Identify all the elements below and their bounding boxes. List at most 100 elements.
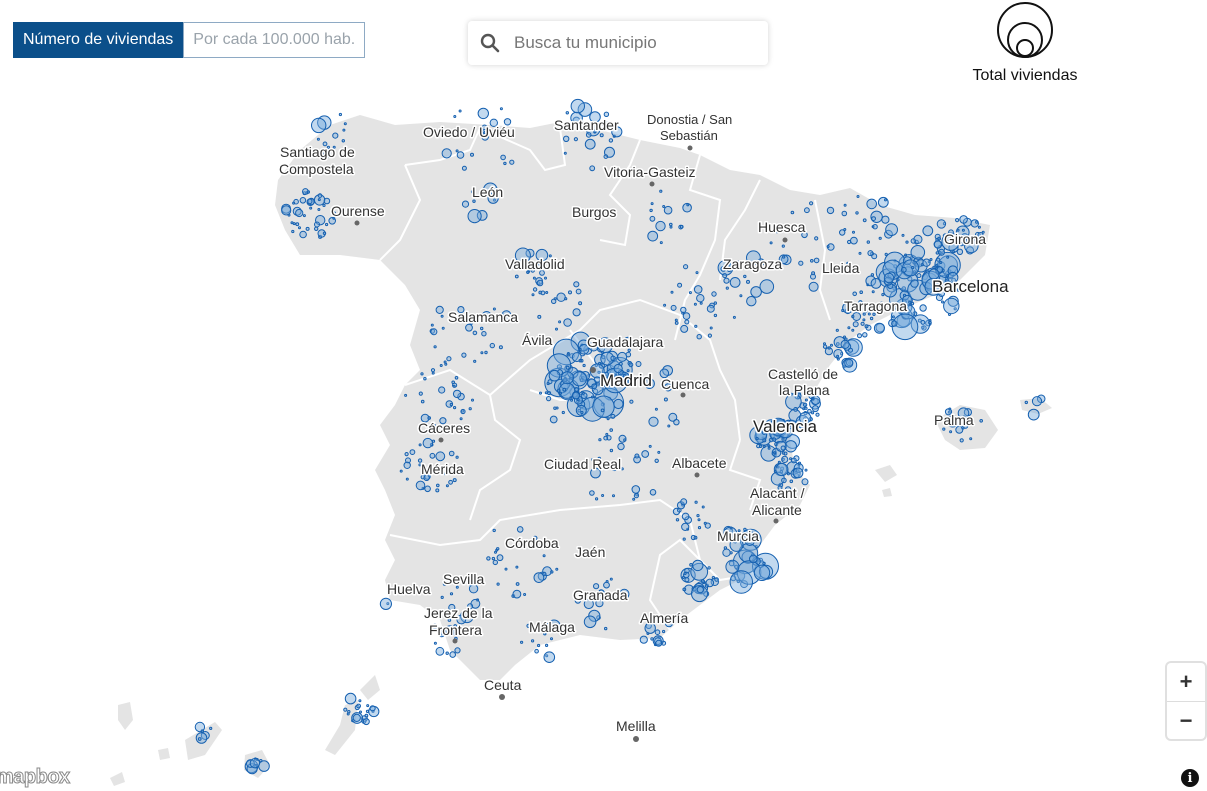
housing-dot xyxy=(317,208,321,211)
housing-dot xyxy=(802,402,808,407)
city-points xyxy=(354,145,788,742)
housing-dot xyxy=(634,453,640,459)
housing-dot xyxy=(431,623,439,632)
housing-dot xyxy=(835,342,840,346)
housing-dot xyxy=(663,303,667,307)
label-alicante: Alicante xyxy=(752,502,802,518)
housing-dot xyxy=(622,336,634,348)
housing-dot xyxy=(540,290,546,296)
housing-dot xyxy=(314,226,319,232)
housing-dot xyxy=(695,271,699,275)
housing-dot xyxy=(749,554,758,564)
land-lanzarote xyxy=(360,675,380,700)
zoom-controls: + − xyxy=(1167,663,1205,739)
housing-dot xyxy=(595,497,599,501)
housing-dot xyxy=(531,639,535,643)
info-icon[interactable]: i xyxy=(1181,769,1199,787)
housing-dot xyxy=(631,485,641,494)
housing-dot xyxy=(839,229,846,236)
housing-dot xyxy=(503,118,512,126)
mapbox-logo[interactable]: mapbox xyxy=(0,766,71,789)
housing-dot xyxy=(851,328,855,332)
housing-dot xyxy=(200,729,205,733)
housing-dot xyxy=(546,353,572,378)
place-labels: Oviedo / Uviéu Santander Donostia / San … xyxy=(278,111,1011,736)
housing-dot xyxy=(430,323,434,327)
housing-dot xyxy=(558,320,562,324)
housing-dot xyxy=(590,395,594,399)
label-jerez-2: Frontera xyxy=(429,622,482,638)
toggle-per-capita-button[interactable]: Por cada 100.000 hab. xyxy=(183,22,366,58)
housing-dot xyxy=(591,458,595,461)
housing-dot xyxy=(962,415,966,419)
housing-dot xyxy=(815,412,820,417)
housing-dot xyxy=(509,159,515,165)
housing-dot xyxy=(892,287,896,291)
housing-dot xyxy=(650,202,654,206)
housing-dot xyxy=(573,281,580,288)
housing-dot xyxy=(593,583,600,590)
zoom-in-button[interactable]: + xyxy=(1179,669,1193,694)
housing-dot xyxy=(546,396,552,402)
housing-dot xyxy=(844,358,854,368)
housing-dot xyxy=(610,462,619,472)
housing-dot xyxy=(453,115,457,118)
housing-dot xyxy=(810,259,814,263)
housing-dot xyxy=(762,561,766,566)
housing-dot xyxy=(935,293,944,302)
housing-dot xyxy=(379,597,392,611)
housing-dot xyxy=(863,309,868,313)
housing-dot xyxy=(369,705,376,712)
search-input[interactable] xyxy=(512,32,756,54)
housing-dot xyxy=(941,300,944,304)
housing-dot xyxy=(824,347,834,356)
housing-dot xyxy=(555,327,558,331)
housing-dot xyxy=(622,373,626,377)
housing-dot xyxy=(575,288,582,295)
housing-dot xyxy=(981,230,985,234)
housing-dot xyxy=(692,559,704,572)
label-lleida: Lleida xyxy=(822,260,860,276)
housing-dot xyxy=(922,258,931,267)
housing-dot xyxy=(729,537,744,552)
housing-dot xyxy=(609,577,613,581)
housing-dot xyxy=(872,312,876,316)
housing-dot xyxy=(682,537,686,541)
housing-dot xyxy=(404,452,409,457)
housing-dot xyxy=(609,428,614,432)
housing-dot xyxy=(542,554,546,558)
housing-dot xyxy=(869,306,873,310)
housing-dot xyxy=(493,198,496,202)
land-tenerife xyxy=(185,722,222,760)
housing-dot xyxy=(928,320,932,325)
housing-dot xyxy=(537,643,541,648)
housing-dot xyxy=(762,445,766,449)
housing-dot xyxy=(499,107,503,111)
housing-dot xyxy=(610,355,616,361)
housing-dot xyxy=(693,302,697,306)
zoom-out-button[interactable]: − xyxy=(1167,701,1205,740)
housing-dot xyxy=(539,391,542,395)
housing-dot xyxy=(540,262,545,266)
land-lapalma xyxy=(118,702,133,730)
housing-dot xyxy=(356,703,362,709)
housing-dot xyxy=(738,543,759,563)
housing-dot xyxy=(707,333,713,338)
label-jerez-1: Jerez de la xyxy=(424,605,493,621)
housing-dot xyxy=(648,444,652,448)
label-granada: Granada xyxy=(573,587,628,603)
housing-dot xyxy=(598,438,602,442)
housing-dot xyxy=(449,651,457,658)
housing-dot xyxy=(781,423,786,428)
housing-dot xyxy=(531,293,535,297)
housing-dot xyxy=(841,308,845,313)
housing-dot xyxy=(696,334,702,340)
housing-dot xyxy=(597,456,602,461)
housing-dot xyxy=(862,318,866,322)
housing-dot xyxy=(944,281,950,287)
housing-dot xyxy=(883,272,895,284)
toggle-total-button[interactable]: Número de viviendas xyxy=(13,22,184,58)
housing-dot xyxy=(626,369,630,373)
housing-dot xyxy=(750,286,762,298)
